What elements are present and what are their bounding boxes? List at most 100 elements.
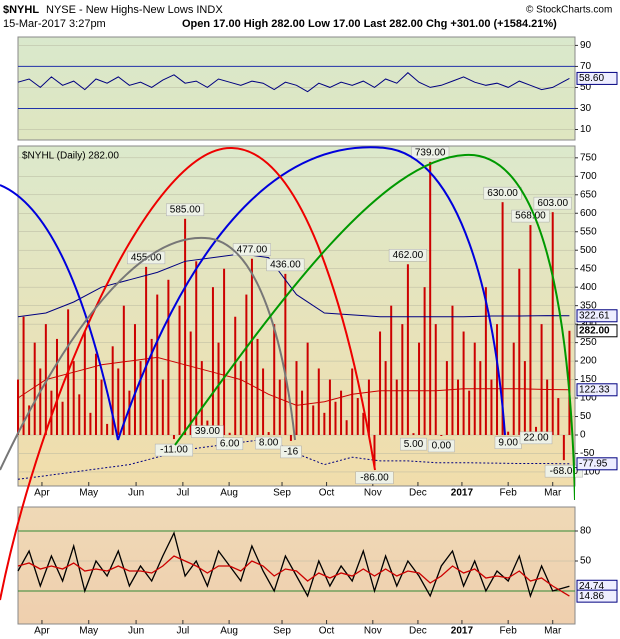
panel-bg (17, 506, 576, 625)
bar (55, 338, 58, 435)
bar (178, 305, 181, 435)
bar (345, 420, 348, 435)
bar (72, 361, 75, 435)
value-box (576, 457, 618, 471)
bar (189, 331, 192, 435)
value-label: 58.60 (579, 73, 604, 84)
y-tick-label: 650 (580, 189, 597, 200)
annotation-label: 462.00 (393, 250, 424, 261)
annotation-box (255, 436, 283, 450)
bar (484, 287, 487, 435)
arc (0, 184, 119, 441)
y-tick-label: 0 (580, 430, 586, 441)
symbol: $NYHL (3, 4, 39, 16)
quote: Open 17.00 High 282.00 Low 17.00 Last 28… (182, 18, 557, 30)
annotation-label: 0.00 (432, 441, 452, 452)
bar (200, 361, 203, 435)
x-tick-label: Aug (220, 626, 238, 637)
credit: © StockCharts.com (526, 5, 612, 16)
value-label: 14.86 (579, 591, 604, 602)
x-tick-label: Mar (544, 488, 562, 499)
bar (351, 368, 354, 435)
bar (557, 398, 560, 435)
bar (479, 361, 482, 435)
bar (540, 324, 543, 435)
bar (223, 268, 226, 435)
bar (490, 379, 493, 435)
value-label: 122.33 (579, 384, 610, 395)
y-tick-label: 50 (580, 82, 592, 93)
bar (312, 405, 315, 435)
annotation-label: -11.00 (160, 445, 188, 456)
bar (423, 287, 426, 435)
annotation-label: 39.00 (195, 426, 220, 437)
y-tick-label: 100 (580, 393, 597, 404)
y-tick-label: 550 (580, 226, 597, 237)
bar (535, 426, 538, 435)
x-tick-label: 2017 (451, 626, 474, 637)
bar (83, 331, 86, 435)
bar (195, 261, 198, 435)
series-line (17, 531, 570, 599)
bar (161, 379, 164, 435)
x-tick-label: Jul (176, 626, 189, 637)
x-tick-label: Sep (273, 626, 291, 637)
x-tick-label: Aug (220, 488, 238, 499)
x-tick-label: 2017 (451, 488, 474, 499)
y-tick-label: 700 (580, 171, 597, 182)
bar (273, 324, 276, 435)
bar (295, 361, 298, 435)
x-tick-label: Dec (409, 488, 427, 499)
bar (117, 368, 120, 435)
x-tick-label: Jun (128, 626, 144, 637)
bar (211, 287, 214, 435)
bar (256, 338, 259, 435)
bar (429, 161, 432, 436)
x-tick-label: Nov (364, 626, 382, 637)
arc (117, 146, 506, 441)
annotation-label: 8.00 (259, 438, 279, 449)
x-tick-label: May (79, 488, 98, 499)
annotation-box (400, 437, 427, 451)
bar (122, 305, 125, 435)
bar (306, 342, 309, 435)
bar (262, 368, 265, 435)
value-label: 322.61 (579, 310, 610, 321)
y-tick-label: 70 (580, 61, 592, 72)
y-tick-label: -100 (580, 467, 600, 478)
series-line (17, 72, 570, 93)
bar (457, 379, 460, 435)
y-tick-label: 200 (580, 356, 597, 367)
value-box (576, 383, 618, 397)
bar (323, 412, 326, 435)
bar (167, 279, 170, 435)
y-tick-label: 10 (580, 124, 592, 135)
x-tick-label: Oct (319, 626, 335, 637)
bar (150, 338, 153, 435)
annotation-box (166, 203, 205, 217)
value-box (576, 309, 618, 323)
bar (22, 316, 25, 435)
bar (139, 361, 142, 435)
bar (128, 390, 131, 435)
arc (174, 153, 575, 501)
bar (507, 431, 510, 435)
x-tick-label: Feb (500, 626, 518, 637)
bar (562, 435, 565, 461)
bar (245, 294, 248, 435)
annotation-label: 436.00 (270, 260, 301, 271)
value-label: 24.74 (579, 581, 604, 592)
bar (289, 435, 292, 441)
bar (390, 305, 393, 435)
annotation-box (388, 249, 427, 262)
y-tick-label: 30 (580, 103, 592, 114)
x-tick-label: Apr (34, 626, 50, 637)
x-tick-label: Apr (34, 488, 50, 499)
y-tick-label: 300 (580, 319, 597, 330)
panel-bg (17, 36, 576, 141)
bar (551, 212, 554, 435)
bar (328, 379, 331, 435)
bar (434, 324, 437, 435)
value-box (576, 589, 618, 603)
